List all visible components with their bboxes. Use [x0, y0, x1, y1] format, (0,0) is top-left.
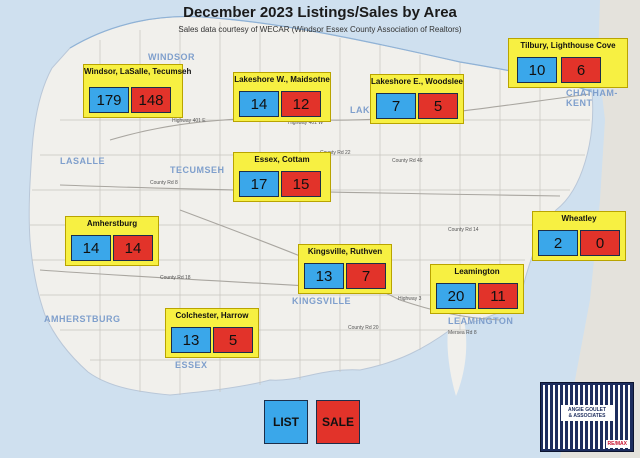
logo-name: ANGIE GOULET & ASSOCIATES: [561, 405, 613, 421]
road-label: Mersea Rd 8: [448, 330, 477, 336]
area-card: Colchester, Harrow 13 5: [165, 308, 259, 358]
area-card: Amherstburg 14 14: [65, 216, 159, 266]
logo-name-line1: ANGIE GOULET: [567, 407, 607, 413]
map-title: December 2023 Listings/Sales by Area: [183, 4, 457, 21]
legend-list: LIST: [264, 400, 308, 444]
area-card: Lakeshore E., Woodslee 7 5: [370, 74, 464, 124]
remax-brand: RE/MAX: [605, 440, 629, 448]
area-card: Windsor, LaSalle, Tecumseh 179 148: [83, 64, 192, 118]
sale-count: 12: [281, 91, 321, 117]
sale-count: 14: [113, 235, 153, 261]
road-label: County Rd 18: [160, 275, 191, 281]
area-name: Kingsville, Ruthven: [307, 247, 383, 256]
legend-sale: SALE: [316, 400, 360, 444]
area-name: Lakeshore E., Woodslee: [371, 77, 463, 86]
road-label: County Rd 14: [448, 227, 479, 233]
sale-count: 0: [580, 230, 620, 256]
area-card: Leamington 20 11: [430, 264, 524, 314]
area-name: Essex, Cottam: [254, 155, 310, 164]
area-name: Windsor, LaSalle, Tecumseh: [84, 67, 192, 76]
area-name: Colchester, Harrow: [175, 311, 249, 320]
place-label-chatham-kent: CHATHAM-KENT: [566, 88, 618, 108]
road-label: Highway 401 W: [288, 120, 324, 126]
list-count: 14: [239, 91, 279, 117]
road-label: County Rd 46: [392, 158, 423, 164]
sale-count: 6: [561, 57, 601, 83]
list-count: 20: [436, 283, 476, 309]
place-label-windsor: WINDSOR: [148, 52, 195, 62]
place-label-kingsville: KINGSVILLE: [292, 296, 352, 306]
sale-count: 5: [213, 327, 253, 353]
logo-name-line2: & ASSOCIATES: [568, 413, 606, 419]
area-name: Tilbury, Lighthouse Cove: [520, 41, 616, 50]
area-card: Wheatley 2 0: [532, 211, 626, 261]
sale-count: 148: [131, 87, 171, 113]
place-label-tecumseh: TECUMSEH: [170, 165, 225, 175]
list-count: 13: [171, 327, 211, 353]
area-card: Tilbury, Lighthouse Cove 10 6: [508, 38, 628, 88]
list-count: 10: [517, 57, 557, 83]
area-card: Lakeshore W., Maidsotne 14 12: [233, 72, 331, 122]
list-count: 13: [304, 263, 344, 289]
area-card: Essex, Cottam 17 15: [233, 152, 331, 202]
sale-count: 5: [418, 93, 458, 119]
list-count: 7: [376, 93, 416, 119]
map-subtitle: Sales data courtesy of WECAR (Windsor Es…: [178, 25, 462, 34]
peninsula-land: [447, 312, 467, 396]
place-label-lasalle: LASALLE: [60, 156, 105, 166]
list-count: 2: [538, 230, 578, 256]
area-card: Kingsville, Ruthven 13 7: [298, 244, 392, 294]
road-label: Highway 401 E: [172, 118, 206, 124]
list-count: 17: [239, 171, 279, 197]
place-label-essex: ESSEX: [175, 360, 208, 370]
sale-count: 15: [281, 171, 321, 197]
sale-count: 7: [346, 263, 386, 289]
place-label-amherstburg: AMHERSTBURG: [44, 314, 121, 324]
area-name: Lakeshore W., Maidsotne: [234, 75, 330, 84]
place-label-leamington: LEAMINGTON: [448, 316, 514, 326]
road-label: County Rd 20: [348, 325, 379, 331]
road-label: Highway 3: [398, 296, 422, 302]
list-count: 179: [89, 87, 129, 113]
road-label: County Rd 22: [320, 150, 351, 156]
area-name: Leamington: [454, 267, 500, 276]
area-name: Amherstburg: [86, 219, 138, 228]
list-count: 14: [71, 235, 111, 261]
road-label: County Rd 8: [150, 180, 178, 186]
area-name: Wheatley: [561, 214, 597, 223]
brokerage-logo: ANGIE GOULET & ASSOCIATES RE/MAX: [540, 382, 634, 452]
sale-count: 11: [478, 283, 518, 309]
